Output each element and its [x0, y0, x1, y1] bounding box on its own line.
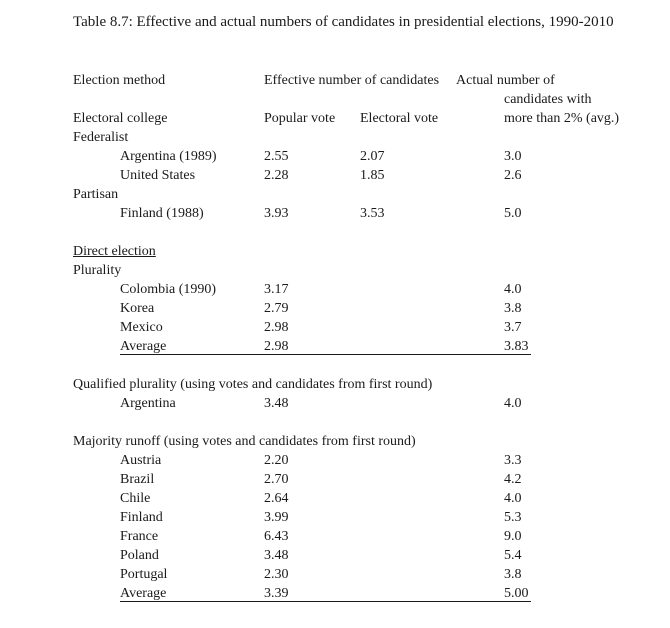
row-popular: 3.48 [264, 548, 289, 564]
average-popular: 2.98 [264, 339, 289, 355]
row-actual: 9.0 [504, 529, 522, 545]
section-direct-election: Direct election [73, 244, 156, 260]
average-underline [120, 354, 531, 355]
row-popular: 2.28 [264, 168, 289, 184]
average-popular: 3.39 [264, 586, 289, 602]
row-electoral: 2.07 [360, 149, 385, 165]
subsection-plurality: Plurality [73, 263, 121, 279]
row-actual: 5.3 [504, 510, 522, 526]
row-actual: 3.7 [504, 320, 522, 336]
row-popular: 2.55 [264, 149, 289, 165]
row-country: Poland [120, 548, 159, 564]
average-actual: 3.83 [504, 339, 529, 355]
row-actual: 2.6 [504, 168, 522, 184]
row-popular: 2.20 [264, 453, 289, 469]
row-actual: 4.0 [504, 282, 522, 298]
row-country: Portugal [120, 567, 167, 583]
row-country: Finland [120, 510, 163, 526]
row-actual: 4.2 [504, 472, 522, 488]
row-actual: 3.8 [504, 567, 522, 583]
header-electoral-vote: Electoral vote [360, 111, 438, 127]
subsection-federalist: Federalist [73, 130, 128, 146]
average-underline [120, 601, 531, 602]
row-country: United States [120, 168, 195, 184]
header-effective-number: Effective number of candidates [264, 73, 439, 89]
row-actual: 4.0 [504, 491, 522, 507]
row-country: Korea [120, 301, 154, 317]
row-country: France [120, 529, 158, 545]
average-label: Average [120, 339, 166, 355]
row-popular: 3.48 [264, 396, 289, 412]
row-popular: 2.64 [264, 491, 289, 507]
row-actual: 5.0 [504, 206, 522, 222]
table-title: Table 8.7: Effective and actual numbers … [73, 14, 614, 30]
row-country: Argentina [120, 396, 176, 412]
row-electoral: 1.85 [360, 168, 385, 184]
header-popular-vote: Popular vote [264, 111, 335, 127]
row-country: Brazil [120, 472, 154, 488]
header-actual-line1: Actual number of [456, 73, 555, 89]
row-popular: 2.70 [264, 472, 289, 488]
row-popular: 2.98 [264, 320, 289, 336]
header-election-method: Election method [73, 73, 165, 89]
section-qualified-plurality: Qualified plurality (using votes and can… [73, 377, 432, 393]
header-actual-line2: candidates with [504, 92, 591, 108]
average-actual: 5.00 [504, 586, 529, 602]
row-popular: 3.17 [264, 282, 289, 298]
row-country: Colombia (1990) [120, 282, 216, 298]
row-actual: 5.4 [504, 548, 522, 564]
row-popular: 2.79 [264, 301, 289, 317]
row-popular: 3.93 [264, 206, 289, 222]
section-majority-runoff: Majority runoff (using votes and candida… [73, 434, 416, 450]
row-actual: 3.8 [504, 301, 522, 317]
row-country: Austria [120, 453, 161, 469]
row-actual: 4.0 [504, 396, 522, 412]
row-electoral: 3.53 [360, 206, 385, 222]
row-popular: 2.30 [264, 567, 289, 583]
subsection-partisan: Partisan [73, 187, 118, 203]
row-popular: 3.99 [264, 510, 289, 526]
row-country: Mexico [120, 320, 163, 336]
row-actual: 3.0 [504, 149, 522, 165]
row-country: Argentina (1989) [120, 149, 217, 165]
header-actual-line3: more than 2% (avg.) [504, 111, 619, 127]
row-actual: 3.3 [504, 453, 522, 469]
row-country: Chile [120, 491, 150, 507]
row-country: Finland (1988) [120, 206, 204, 222]
average-label: Average [120, 586, 166, 602]
row-popular: 6.43 [264, 529, 289, 545]
section-electoral-college: Electoral college [73, 111, 167, 127]
